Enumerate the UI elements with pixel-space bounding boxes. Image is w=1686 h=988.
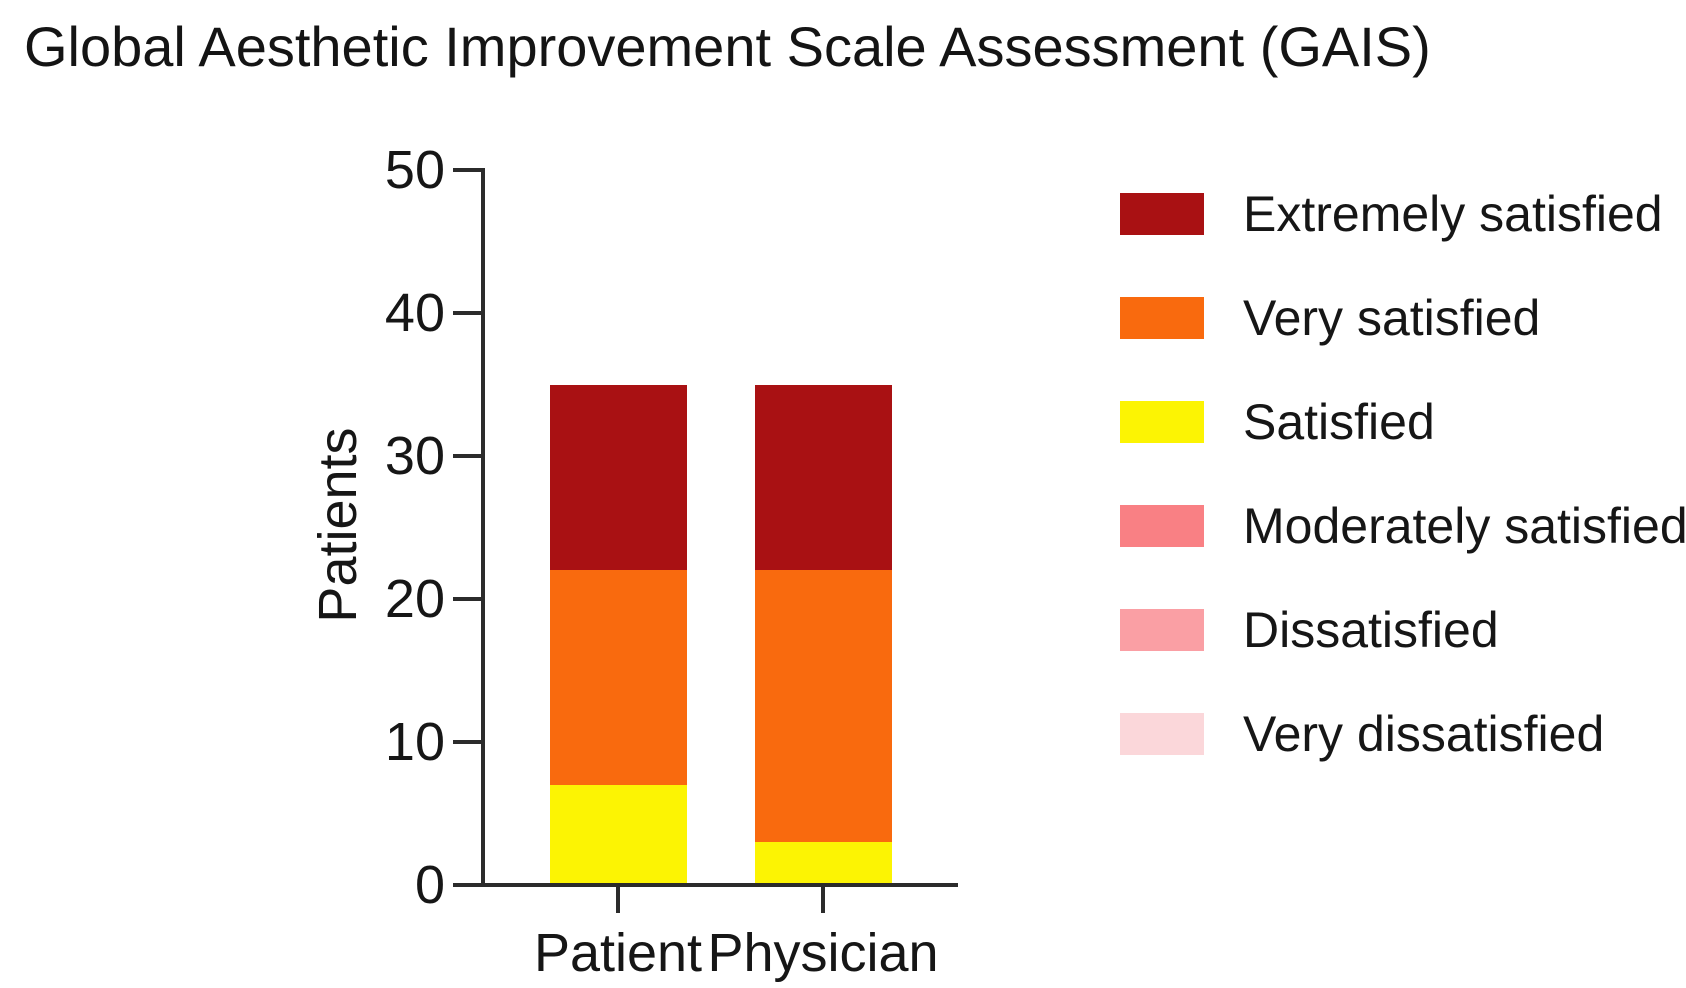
y-tick-label: 40	[384, 283, 445, 343]
y-tick	[453, 740, 481, 744]
bar-segment-extremely-satisfied	[549, 384, 687, 571]
legend-swatch-very-satisfied	[1120, 297, 1204, 339]
x-category-label-patient: Patient	[533, 923, 703, 983]
bar-segment-very-satisfied	[754, 570, 892, 843]
legend-row: Satisfied	[1120, 394, 1686, 450]
y-tick-label: 20	[384, 569, 445, 629]
chart-title: Global Aesthetic Improvement Scale Asses…	[24, 15, 1431, 78]
y-tick	[453, 311, 481, 315]
legend-label: Very dissatisfied	[1243, 706, 1605, 762]
bar-segment-very-satisfied	[549, 570, 687, 785]
legend-row: Extremely satisfied	[1120, 186, 1686, 242]
y-axis-line	[481, 168, 485, 887]
y-tick-label: 50	[384, 140, 445, 200]
y-tick-label: 30	[384, 426, 445, 486]
y-tick-label: 0	[414, 855, 445, 915]
legend-label: Very satisfied	[1243, 290, 1541, 346]
legend-label: Dissatisfied	[1243, 602, 1499, 658]
legend-swatch-very-dissatisfied	[1120, 713, 1204, 755]
x-tick	[616, 887, 620, 913]
bar-segment-satisfied	[549, 784, 687, 885]
x-category-label-physician: Physician	[707, 923, 939, 983]
legend-label: Satisfied	[1243, 394, 1435, 450]
legend-swatch-dissatisfied	[1120, 609, 1204, 651]
bar-segment-satisfied	[754, 842, 892, 885]
bar-segment-extremely-satisfied	[754, 384, 892, 571]
y-tick-label: 10	[384, 712, 445, 772]
y-tick	[453, 883, 481, 887]
y-axis-title: Patients	[308, 427, 368, 623]
legend-swatch-extremely-satisfied	[1120, 193, 1204, 235]
y-tick	[453, 454, 481, 458]
legend-swatch-moderately-satisfied	[1120, 505, 1204, 547]
x-axis-line	[481, 883, 958, 887]
y-tick	[453, 597, 481, 601]
legend-row: Very satisfied	[1120, 290, 1686, 346]
legend-label: Moderately satisfied	[1243, 498, 1686, 554]
y-tick	[453, 168, 481, 172]
legend-swatch-satisfied	[1120, 401, 1204, 443]
legend-row: Moderately satisfied	[1120, 498, 1686, 554]
legend-label: Extremely satisfied	[1243, 186, 1663, 242]
legend: Extremely satisfied Very satisfied Satisfi…	[1120, 186, 1686, 816]
legend-row: Dissatisfied	[1120, 602, 1686, 658]
x-tick	[821, 887, 825, 913]
legend-row: Very dissatisfied	[1120, 706, 1686, 762]
